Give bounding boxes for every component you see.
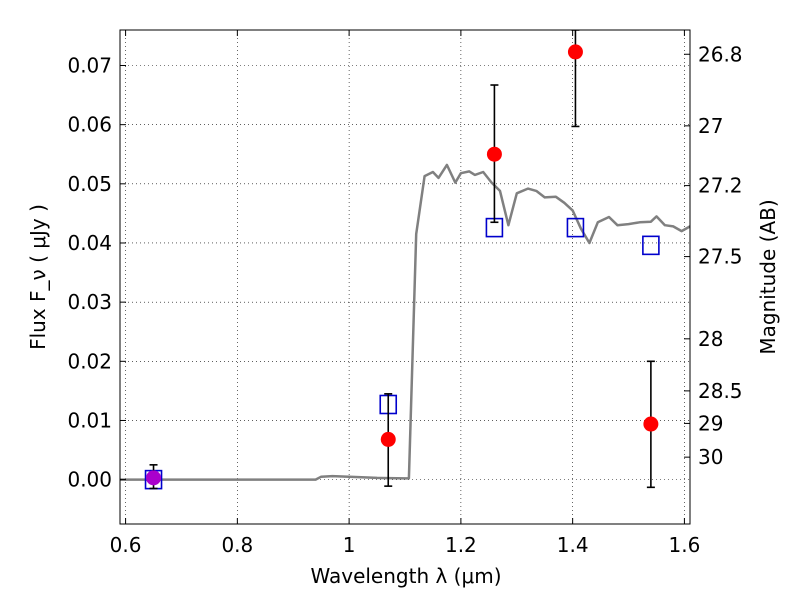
axes-ticks: 0.6 0.8 1 1.2 1.4 1.6 0.00 0.01 0.02 0.03 0.04 0.05…: [67, 30, 743, 557]
magnitude-tick-label: 27.2: [698, 174, 743, 198]
observed-point: [567, 44, 583, 60]
magnitude-tick-label: 29: [698, 411, 723, 435]
y-tick-label: 0.00: [67, 468, 112, 492]
magnitude-tick-label: 26.8: [698, 42, 743, 66]
synthetic-point: [566, 217, 585, 238]
grid-lines: [120, 30, 690, 524]
y-tick-label: 0.05: [67, 172, 112, 196]
x-tick-label: 1.4: [557, 533, 589, 557]
y-tick-label: 0.06: [67, 113, 112, 137]
magnitude-tick-label: 27.5: [698, 245, 743, 269]
y-axis-label-right: Magnitude (AB): [756, 199, 780, 354]
x-tick-label: 1.6: [669, 533, 701, 557]
synthetic-point: [642, 235, 660, 256]
magnitude-tick-label: 28.5: [698, 379, 743, 403]
model-sed-line: [120, 163, 690, 481]
y-tick-label: 0.04: [67, 231, 112, 255]
y-tick-label: 0.02: [67, 349, 112, 373]
y-axis-label-left: Flux F_ν ( μJy ): [26, 204, 50, 350]
plot-frame: [119, 29, 691, 525]
magnitude-tick-label: 27: [698, 114, 723, 138]
magnitude-tick-label: 30: [698, 445, 723, 469]
model-sed-layer: [120, 163, 690, 481]
y-tick-label: 0.03: [67, 290, 112, 314]
x-tick-label: 1: [343, 533, 356, 557]
x-tick-label: 1.2: [445, 533, 477, 557]
synthetic-photometry-layer: [144, 217, 660, 490]
x-tick-label: 0.6: [110, 533, 142, 557]
observed-point: [486, 146, 502, 162]
observed-point: [380, 431, 396, 447]
x-axis-label: Wavelength λ (μm): [310, 564, 501, 588]
observed-photometry-layer: [146, 30, 659, 490]
observed-point: [643, 416, 659, 432]
magnitude-tick-label: 28: [698, 327, 723, 351]
y-tick-label: 0.07: [67, 53, 112, 77]
observed-point: [146, 470, 162, 486]
x-tick-label: 0.8: [221, 533, 253, 557]
y-tick-label: 0.01: [67, 408, 112, 432]
